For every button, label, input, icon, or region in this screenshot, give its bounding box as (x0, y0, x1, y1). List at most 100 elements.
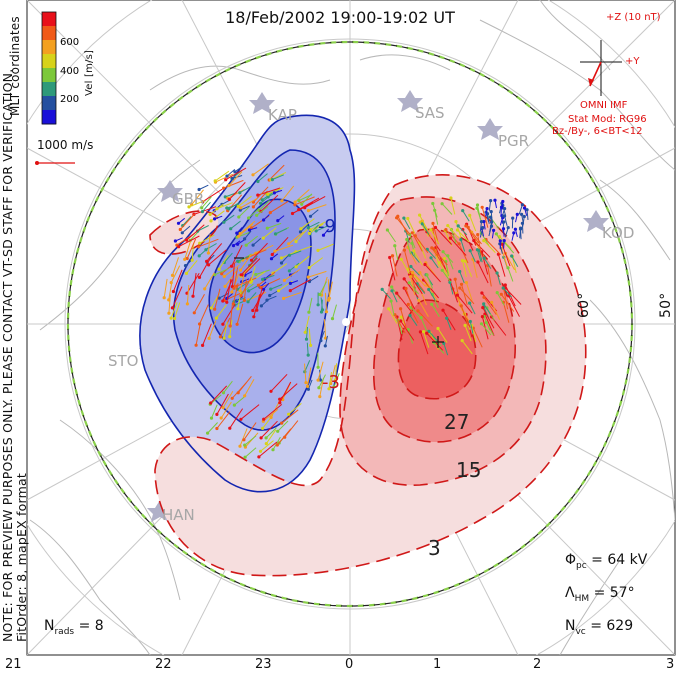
velocity-vector-origin (288, 281, 292, 285)
velocity-vector (229, 408, 244, 429)
velocity-vector-origin (233, 170, 237, 174)
velocity-vector-origin (459, 282, 464, 286)
velocity-vector-origin (314, 229, 318, 233)
velocity-vector (433, 248, 448, 266)
station-pgr: PGR (498, 132, 530, 150)
velocity-vector-origin (399, 319, 403, 323)
velocity-vector-origin (278, 397, 282, 401)
velocity-vector-origin (294, 240, 298, 244)
velocity-vector-origin (482, 302, 486, 306)
velocity-vector-origin (278, 401, 282, 405)
velocity-vector-origin (227, 207, 231, 211)
velocity-vector (205, 243, 217, 251)
velocity-vector (458, 243, 469, 264)
potential-fill (139, 115, 586, 576)
velocity-vector-origin (490, 300, 494, 304)
velocity-vector (432, 229, 438, 251)
velocity-vector (224, 264, 240, 277)
velocity-vector-origin (244, 243, 248, 247)
stat-phi-sym: Φ (565, 552, 577, 568)
velocity-vector (324, 292, 327, 312)
velocity-vector (207, 234, 211, 254)
velocity-vector-origin (209, 219, 213, 223)
velocity-vector (269, 290, 279, 296)
velocity-vector (483, 303, 491, 315)
velocity-vector-origin (495, 271, 499, 275)
velocity-vector (215, 173, 234, 183)
velocity-vector-origin (479, 220, 484, 224)
velocity-vector (283, 291, 302, 299)
velocity-vector (222, 390, 234, 408)
velocity-vector-origin (273, 232, 278, 236)
velocity-vector (469, 250, 476, 263)
velocity-vector (252, 289, 266, 311)
velocity-vector-origin (243, 455, 247, 459)
velocity-vector (487, 213, 490, 224)
velocity-vector (239, 272, 246, 291)
velocity-vector-origin (503, 214, 507, 218)
velocity-vector-origin (251, 243, 255, 247)
velocity-vector-origin (502, 239, 506, 243)
velocity-vector-origin (519, 226, 523, 230)
velocity-vector-origin (464, 224, 468, 228)
velocity-vector (423, 279, 439, 299)
stat-nrads-sub: rads (54, 626, 75, 637)
reference-vector-origin (35, 161, 39, 165)
velocity-vector-origin (276, 219, 280, 223)
velocity-vector (450, 237, 467, 256)
velocity-vector-origin (323, 344, 327, 348)
velocity-vector-origin (236, 242, 240, 246)
velocity-vector (400, 308, 407, 330)
velocity-vector (308, 204, 327, 212)
velocity-vector-origin (235, 322, 239, 326)
velocity-vector-origin (191, 294, 195, 298)
velocity-vector-origin (464, 281, 468, 285)
velocity-vector-origin (418, 271, 422, 275)
velocity-vector (233, 267, 239, 289)
velocity-vector-origin (480, 291, 484, 295)
velocity-vector (432, 203, 438, 218)
velocity-vector (188, 200, 205, 208)
velocity-vector (484, 313, 495, 336)
velocity-vector (240, 404, 260, 420)
velocity-vector-origin (460, 339, 464, 343)
velocity-vector (228, 182, 246, 200)
velocity-vector (237, 255, 250, 262)
imf-source: OMNI IMF (580, 100, 628, 111)
velocity-vector (309, 275, 319, 282)
velocity-vector-origin (422, 330, 426, 334)
velocity-vector-origin (476, 233, 480, 237)
velocity-vector-origin (261, 277, 265, 281)
velocity-vector-origin (251, 308, 255, 313)
velocity-vector (307, 367, 312, 387)
velocity-vector-origin (264, 436, 268, 440)
imf-y-label: +Y (625, 56, 640, 67)
velocity-vector (461, 284, 468, 305)
velocity-vector (262, 274, 275, 280)
station-sas: SAS (415, 104, 445, 122)
velocity-vector (195, 324, 201, 346)
velocity-vector (503, 288, 509, 310)
velocity-vector (405, 288, 414, 309)
velocity-vector-origin (299, 227, 303, 231)
velocity-vector-origin (215, 412, 219, 416)
velocity-vector (218, 254, 229, 270)
velocity-vector (490, 211, 493, 222)
velocity-vector (210, 385, 228, 404)
velocity-vector-origin (294, 265, 298, 269)
velocity-vector (208, 320, 217, 339)
velocity-vector-origin (437, 261, 441, 265)
velocity-vector (464, 261, 473, 277)
velocity-vector-origin (238, 289, 242, 293)
velocity-vector-origin (272, 191, 276, 195)
velocity-vector-origin (306, 275, 310, 279)
velocity-vector-origin (255, 213, 259, 217)
velocity-vector-origin (423, 262, 427, 267)
velocity-vector (413, 250, 423, 266)
velocity-vector (248, 207, 260, 219)
velocity-vector (250, 266, 256, 283)
velocity-vector (277, 420, 289, 432)
velocity-vector (298, 194, 313, 202)
velocity-vector-origin (204, 248, 208, 252)
velocity-vector (263, 404, 283, 420)
